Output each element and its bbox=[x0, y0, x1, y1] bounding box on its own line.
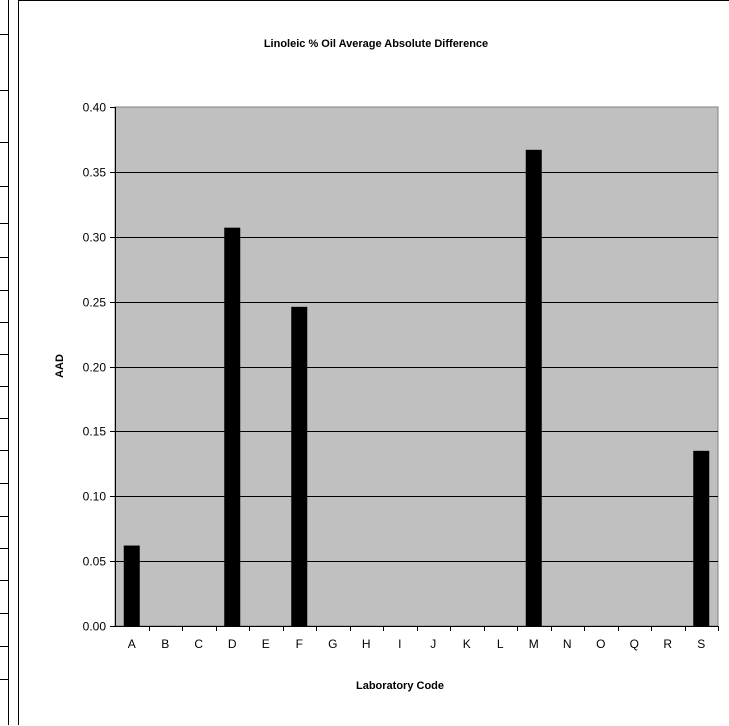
ruler-tick bbox=[0, 34, 9, 35]
x-tick-label: L bbox=[497, 637, 504, 651]
x-tick-label: G bbox=[328, 637, 337, 651]
ruler-tick bbox=[0, 548, 9, 549]
x-tick-label: H bbox=[362, 637, 371, 651]
x-tick-label: Q bbox=[630, 637, 639, 651]
bar-chart: 0.00 0.05 0.10 0.15 0.20 0.25 0.30 0.35 0.40 A B C D… bbox=[54, 38, 719, 692]
ruler-tick bbox=[0, 483, 9, 484]
x-tick-label: I bbox=[398, 637, 401, 651]
ruler-tick bbox=[0, 450, 9, 451]
ruler-tick bbox=[0, 516, 9, 517]
x-tick-label: R bbox=[663, 637, 672, 651]
ruler-tick bbox=[0, 257, 9, 258]
ruler-tick bbox=[0, 613, 9, 614]
ruler-tick bbox=[0, 354, 9, 355]
x-tick-label: J bbox=[430, 637, 436, 651]
x-tick-label: D bbox=[228, 637, 237, 651]
y-tick-label: 0.05 bbox=[83, 555, 107, 569]
x-tick-label: M bbox=[529, 637, 539, 651]
ruler-tick bbox=[0, 418, 9, 419]
y-tick-label: 0.30 bbox=[83, 231, 107, 245]
chart-frame: 0.00 0.05 0.10 0.15 0.20 0.25 0.30 0.35 0.40 A B C D… bbox=[18, 0, 729, 725]
ruler-tick bbox=[0, 580, 9, 581]
y-tick-label: 0.40 bbox=[83, 101, 107, 115]
bar bbox=[291, 306, 308, 626]
x-tick-label: F bbox=[296, 637, 303, 651]
ruler-tick bbox=[0, 186, 9, 187]
bar bbox=[525, 149, 542, 626]
ruler-tick bbox=[0, 290, 9, 291]
ruler-tick bbox=[0, 90, 9, 91]
plot-area bbox=[114, 106, 719, 627]
ruler-tick bbox=[0, 322, 9, 323]
y-tick-label: 0.00 bbox=[83, 620, 107, 634]
y-tick-label: 0.10 bbox=[83, 490, 107, 504]
x-tick-label: E bbox=[262, 637, 270, 651]
bar bbox=[224, 227, 241, 627]
y-tick-label: 0.25 bbox=[83, 296, 107, 310]
ruler-tick bbox=[0, 679, 9, 680]
y-axis-title: AAD bbox=[54, 354, 66, 378]
left-ruler bbox=[0, 0, 9, 725]
x-tick-label: A bbox=[128, 637, 136, 651]
x-tick-label: B bbox=[161, 637, 169, 651]
bar bbox=[123, 545, 140, 626]
chart-title: Linoleic % Oil Average Absolute Differen… bbox=[264, 38, 488, 50]
ruler-tick bbox=[0, 223, 9, 224]
ruler-tick bbox=[0, 386, 9, 387]
x-tick-label: C bbox=[194, 637, 203, 651]
x-tick-label: K bbox=[463, 637, 471, 651]
x-tick-label: N bbox=[563, 637, 572, 651]
x-tick-label: O bbox=[596, 637, 605, 651]
ruler-tick bbox=[0, 142, 9, 143]
ruler-tick bbox=[0, 646, 9, 647]
x-tick-label: S bbox=[697, 637, 705, 651]
x-axis-title: Laboratory Code bbox=[356, 680, 444, 692]
y-tick-label: 0.35 bbox=[83, 166, 107, 180]
bar bbox=[693, 450, 710, 626]
y-tick-label: 0.15 bbox=[83, 425, 107, 439]
y-tick-label: 0.20 bbox=[83, 361, 107, 375]
